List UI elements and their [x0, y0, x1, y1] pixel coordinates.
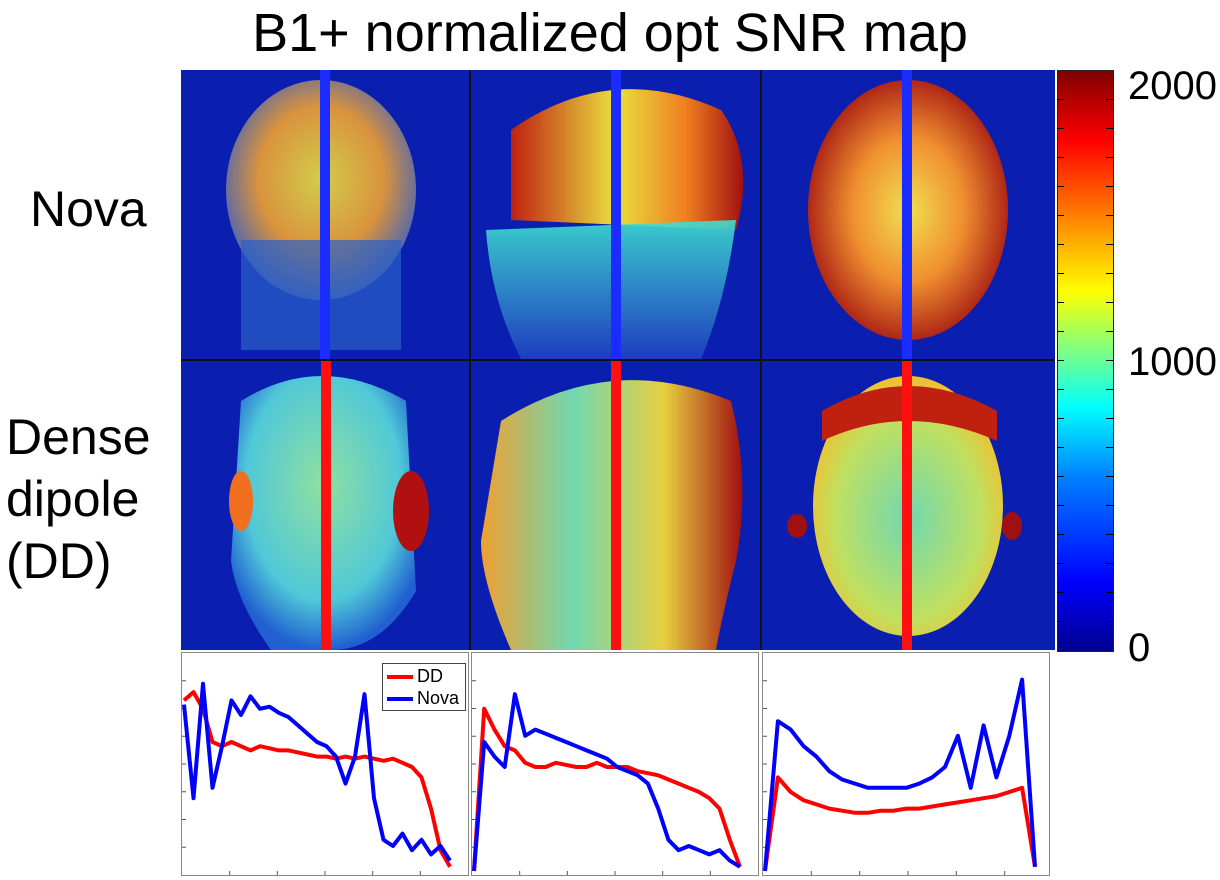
- colorbar-tick: [1057, 563, 1064, 564]
- nova-coronal-map: [181, 70, 469, 359]
- colorbar-tick: [1106, 244, 1113, 245]
- colorbar-tick: [1106, 505, 1113, 506]
- colorbar-mid-label: 1000: [1128, 340, 1217, 384]
- colorbar-tick: [1106, 418, 1113, 419]
- colorbar-tick: [1057, 157, 1064, 158]
- colorbar-tick: [1057, 302, 1064, 303]
- colorbar-tick: [1106, 621, 1113, 622]
- colorbar-tick: [1106, 447, 1113, 448]
- legend-swatch-nova: [387, 697, 413, 701]
- nova-sagittal-map: [471, 70, 760, 359]
- dd-coronal-map: [181, 361, 469, 650]
- colorbar-tick: [1106, 186, 1113, 187]
- colorbar-tick: [1106, 302, 1113, 303]
- panel-divider-2: [760, 70, 762, 650]
- colorbar-tick: [1106, 157, 1113, 158]
- colorbar-tick: [1106, 360, 1113, 361]
- legend-label-nova: Nova: [417, 688, 460, 708]
- colorbar-tick: [1106, 534, 1113, 535]
- colorbar-tick: [1106, 592, 1113, 593]
- series-line-nova: [763, 677, 1037, 872]
- colorbar-tick: [1057, 331, 1064, 332]
- colorbar-tick: [1057, 476, 1064, 477]
- profile-plot-sagittal: [471, 652, 759, 876]
- colorbar-tick: [1057, 215, 1064, 216]
- colorbar: [1057, 70, 1114, 652]
- colorbar-tick: [1057, 186, 1064, 187]
- legend-swatch-dd: [387, 675, 413, 679]
- series-line-nova: [472, 692, 742, 872]
- series-line-dd: [763, 775, 1037, 872]
- dd-axial-map: [762, 361, 1055, 650]
- row-label-nova: Nova: [30, 181, 147, 237]
- profile-plot-axial-svg: [763, 677, 1037, 875]
- series-line-dd: [472, 706, 742, 872]
- colorbar-tick: [1057, 273, 1064, 274]
- colorbar-max-label: 2000: [1128, 64, 1217, 108]
- series-line-dd: [182, 690, 452, 868]
- colorbar-tick: [1106, 331, 1113, 332]
- colorbar-tick: [1057, 447, 1064, 448]
- colorbar-tick: [1106, 273, 1113, 274]
- profile-plot-sagittal-svg: [472, 680, 742, 875]
- colorbar-tick: [1106, 128, 1113, 129]
- colorbar-tick: [1057, 592, 1064, 593]
- colorbar-tick: [1057, 128, 1064, 129]
- colorbar-tick: [1057, 621, 1064, 622]
- series-line-nova: [182, 681, 452, 862]
- nova-axial-map: [762, 70, 1055, 359]
- colorbar-tick: [1106, 99, 1113, 100]
- profile-plot-coronal-svg: [182, 680, 452, 875]
- colorbar-tick: [1057, 360, 1064, 361]
- colorbar-tick: [1106, 476, 1113, 477]
- panel-divider-1: [469, 70, 471, 650]
- plot-legend: DD Nova: [382, 663, 466, 711]
- dd-sagittal-map: [471, 361, 760, 650]
- colorbar-min-label: 0: [1128, 626, 1151, 670]
- colorbar-tick: [1106, 389, 1113, 390]
- panel-divider-horizontal: [181, 359, 1055, 361]
- figure-title: B1+ normalized opt SNR map: [252, 3, 968, 63]
- colorbar-tick: [1057, 389, 1064, 390]
- row-label-dense-dipole: Dense dipole (DD): [6, 409, 151, 589]
- colorbar-tick: [1057, 99, 1064, 100]
- colorbar-tick: [1057, 418, 1064, 419]
- colorbar-tick: [1106, 215, 1113, 216]
- legend-label-dd: DD: [417, 666, 443, 686]
- profile-plot-coronal: DD Nova: [181, 652, 469, 876]
- profile-plot-axial: [762, 652, 1050, 876]
- colorbar-tick: [1057, 244, 1064, 245]
- colorbar-tick: [1057, 505, 1064, 506]
- colorbar-tick: [1106, 563, 1113, 564]
- colorbar-tick: [1057, 534, 1064, 535]
